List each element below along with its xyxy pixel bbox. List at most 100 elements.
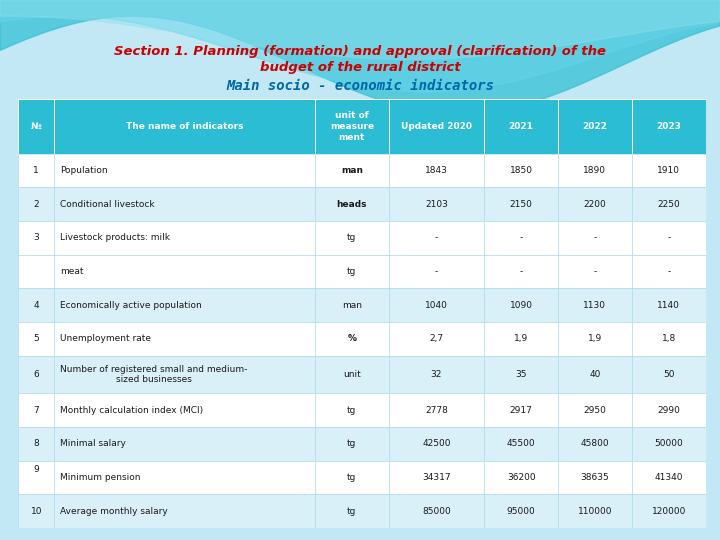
- Bar: [18, 394, 55, 427]
- Text: 34317: 34317: [422, 473, 451, 482]
- Bar: [315, 394, 389, 427]
- Bar: [389, 495, 485, 528]
- Text: heads: heads: [336, 200, 367, 208]
- Bar: [558, 495, 632, 528]
- Text: tg: tg: [347, 267, 356, 276]
- Text: Section 1. Planning (formation) and approval (clarification) of the: Section 1. Planning (formation) and appr…: [114, 45, 606, 58]
- Text: 2,7: 2,7: [429, 334, 444, 343]
- Text: tg: tg: [347, 507, 356, 516]
- Text: 9: 9: [33, 465, 39, 474]
- Text: 1: 1: [33, 166, 39, 175]
- Bar: [485, 461, 558, 495]
- Bar: [485, 187, 558, 221]
- Bar: [485, 221, 558, 254]
- Bar: [485, 427, 558, 461]
- Bar: [55, 322, 315, 355]
- Text: man: man: [342, 301, 362, 309]
- Bar: [55, 355, 315, 394]
- Text: 85000: 85000: [422, 507, 451, 516]
- Text: 1140: 1140: [657, 301, 680, 309]
- Text: Updated 2020: Updated 2020: [401, 122, 472, 131]
- Text: tg: tg: [347, 233, 356, 242]
- Bar: [632, 288, 706, 322]
- Text: 2: 2: [33, 200, 39, 208]
- Bar: [389, 221, 485, 254]
- Text: Conditional livestock: Conditional livestock: [60, 200, 155, 208]
- Text: 35: 35: [516, 370, 527, 379]
- Bar: [632, 153, 706, 187]
- Text: 2150: 2150: [510, 200, 533, 208]
- Bar: [389, 355, 485, 394]
- Text: 36200: 36200: [507, 473, 536, 482]
- Bar: [632, 394, 706, 427]
- Text: 2023: 2023: [656, 122, 681, 131]
- Bar: [389, 427, 485, 461]
- Bar: [632, 355, 706, 394]
- Text: Economically active population: Economically active population: [60, 301, 202, 309]
- Bar: [485, 322, 558, 355]
- Bar: [485, 355, 558, 394]
- Text: -: -: [435, 233, 438, 242]
- Text: 50: 50: [663, 370, 675, 379]
- Bar: [18, 187, 55, 221]
- Text: 110000: 110000: [577, 507, 612, 516]
- Text: Unemployment rate: Unemployment rate: [60, 334, 151, 343]
- Bar: [55, 427, 315, 461]
- Text: -: -: [435, 267, 438, 276]
- Text: 1843: 1843: [425, 166, 448, 175]
- Bar: [485, 254, 558, 288]
- Bar: [55, 288, 315, 322]
- Text: 4: 4: [33, 301, 39, 309]
- Text: unit: unit: [343, 370, 361, 379]
- Bar: [485, 288, 558, 322]
- Text: 95000: 95000: [507, 507, 536, 516]
- Text: 1,8: 1,8: [662, 334, 676, 343]
- Text: Monthly calculation index (MCI): Monthly calculation index (MCI): [60, 406, 203, 415]
- Bar: [558, 153, 632, 187]
- Bar: [632, 221, 706, 254]
- Text: 40: 40: [589, 370, 600, 379]
- Bar: [389, 322, 485, 355]
- Bar: [558, 187, 632, 221]
- Bar: [558, 355, 632, 394]
- Text: 2200: 2200: [583, 200, 606, 208]
- Bar: [632, 187, 706, 221]
- Text: 42500: 42500: [422, 440, 451, 448]
- Bar: [18, 322, 55, 355]
- Text: -: -: [520, 267, 523, 276]
- Text: man: man: [341, 166, 363, 175]
- Text: 1890: 1890: [583, 166, 606, 175]
- Bar: [55, 153, 315, 187]
- Text: 6: 6: [33, 370, 39, 379]
- Text: -: -: [520, 233, 523, 242]
- Bar: [485, 99, 558, 153]
- Text: -: -: [593, 233, 597, 242]
- Bar: [315, 322, 389, 355]
- Bar: [55, 254, 315, 288]
- Bar: [18, 495, 55, 528]
- Text: 1040: 1040: [425, 301, 448, 309]
- Bar: [315, 461, 389, 495]
- Text: 120000: 120000: [652, 507, 686, 516]
- Bar: [55, 99, 315, 153]
- Text: %: %: [347, 334, 356, 343]
- Bar: [315, 153, 389, 187]
- Text: Livestock products: milk: Livestock products: milk: [60, 233, 170, 242]
- Bar: [389, 461, 485, 495]
- Text: 32: 32: [431, 370, 442, 379]
- Text: Number of registered small and medium-
sized businesses: Number of registered small and medium- s…: [60, 365, 248, 384]
- Text: The name of indicators: The name of indicators: [126, 122, 243, 131]
- Bar: [632, 461, 706, 495]
- Bar: [18, 254, 55, 288]
- Bar: [315, 221, 389, 254]
- Text: 50000: 50000: [654, 440, 683, 448]
- Text: budget of the rural district: budget of the rural district: [260, 61, 460, 74]
- Bar: [18, 221, 55, 254]
- Text: 1130: 1130: [583, 301, 606, 309]
- Bar: [558, 461, 632, 495]
- Bar: [558, 221, 632, 254]
- Text: 7: 7: [33, 406, 39, 415]
- Text: -: -: [667, 233, 670, 242]
- Bar: [632, 322, 706, 355]
- Text: 2917: 2917: [510, 406, 533, 415]
